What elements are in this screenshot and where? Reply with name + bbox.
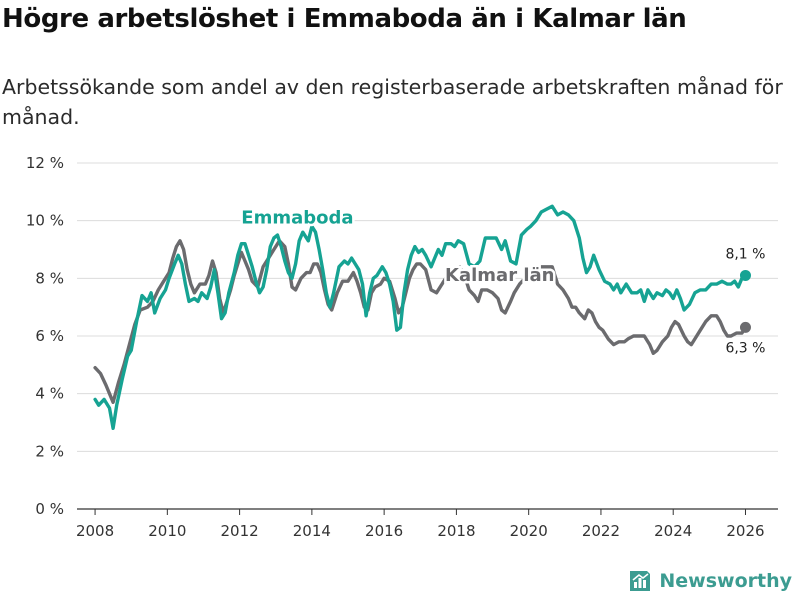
y-tick-label: 6 %: [35, 327, 64, 345]
axes: 0 % 2 % 4 % 6 % 8 % 10 % 12 % 2008 2010 2012 2014 2…: [26, 154, 765, 540]
x-tick-label: 2010: [148, 522, 186, 540]
newsworthy-logo-icon: [630, 571, 651, 591]
x-tick-label: 2026: [726, 522, 764, 540]
chart-title: Högre arbetslöshet i Emmaboda än i Kalma…: [2, 4, 687, 34]
series-lines: [93, 204, 751, 430]
brand-logo: Newsworthy: [627, 568, 792, 594]
x-tick-label: 2024: [654, 522, 692, 540]
chart-subtitle: Arbetssökande som andel av den registerb…: [2, 75, 783, 129]
brand-name: Newsworthy: [659, 570, 792, 592]
grid: [77, 162, 778, 510]
y-tick-label: 10 %: [26, 212, 64, 230]
x-tick-label: 2014: [293, 522, 331, 540]
x-tick-label: 2008: [76, 522, 114, 540]
series-name-label: Emmaboda: [241, 208, 353, 229]
x-tick-label: 2016: [365, 522, 403, 540]
end-value-label: 8,1 %: [725, 246, 765, 262]
end-value-label: 6,3 %: [725, 340, 765, 356]
x-tick-label: 2012: [221, 522, 259, 540]
x-tick-label: 2022: [582, 522, 620, 540]
series-line-emmaboda: [93, 204, 748, 430]
y-tick-label: 8 %: [35, 269, 64, 287]
series-line-kalmar-lan: [93, 239, 748, 404]
y-tick-label: 2 %: [35, 442, 64, 460]
series-labels: 8,1 % 6,3 % Emmaboda Kalmar län: [239, 205, 766, 356]
end-point-marker: [739, 269, 751, 281]
series-name-label: Kalmar län: [445, 265, 554, 286]
y-tick-label: 4 %: [35, 385, 64, 403]
x-tick-label: 2018: [437, 522, 475, 540]
y-tick-label: 0 %: [35, 500, 64, 518]
y-tick-label: 12 %: [26, 154, 64, 172]
x-tick-label: 2020: [510, 522, 548, 540]
end-point-marker: [739, 321, 751, 333]
